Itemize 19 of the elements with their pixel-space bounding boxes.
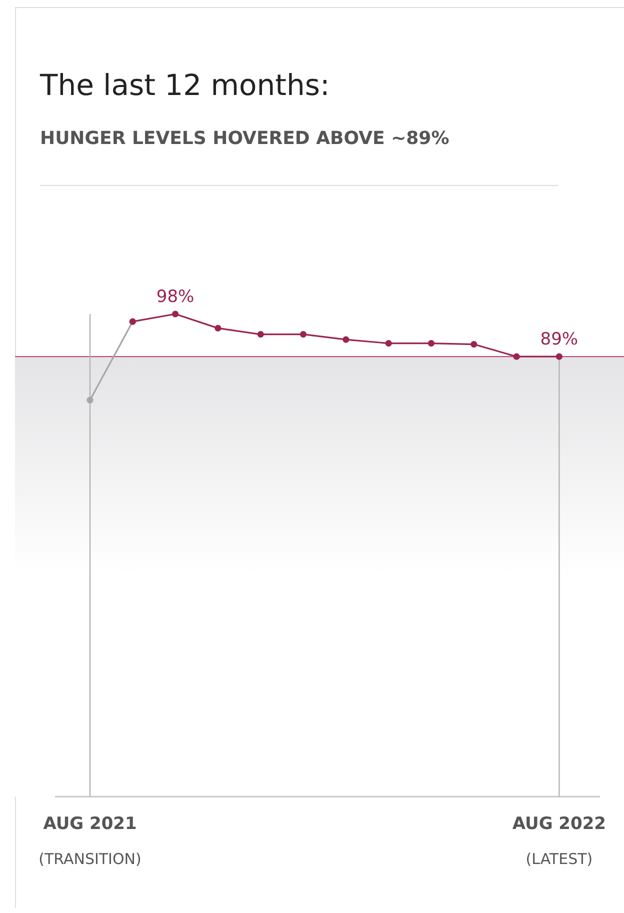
point: [172, 310, 179, 318]
point: [385, 340, 392, 347]
point: [214, 324, 222, 332]
point: [513, 353, 520, 360]
point: [470, 340, 478, 348]
x-tick-label: AUG 2022: [512, 814, 606, 834]
chart-title: The last 12 months:: [40, 68, 330, 102]
point: [300, 331, 307, 338]
chart-subtitle: HUNGER LEVELS HOVERED ABOVE ~89%: [40, 128, 450, 149]
point: [342, 336, 350, 343]
point: [428, 340, 435, 347]
text: (TRANSITION): [38, 850, 142, 868]
point: [257, 331, 264, 338]
point: [556, 353, 562, 360]
data-label: 98%: [156, 286, 194, 307]
data-label: 89%: [540, 330, 578, 350]
point: [86, 396, 94, 404]
x-tick-label: AUG 2021: [43, 814, 137, 834]
text: (LATEST): [526, 850, 593, 868]
